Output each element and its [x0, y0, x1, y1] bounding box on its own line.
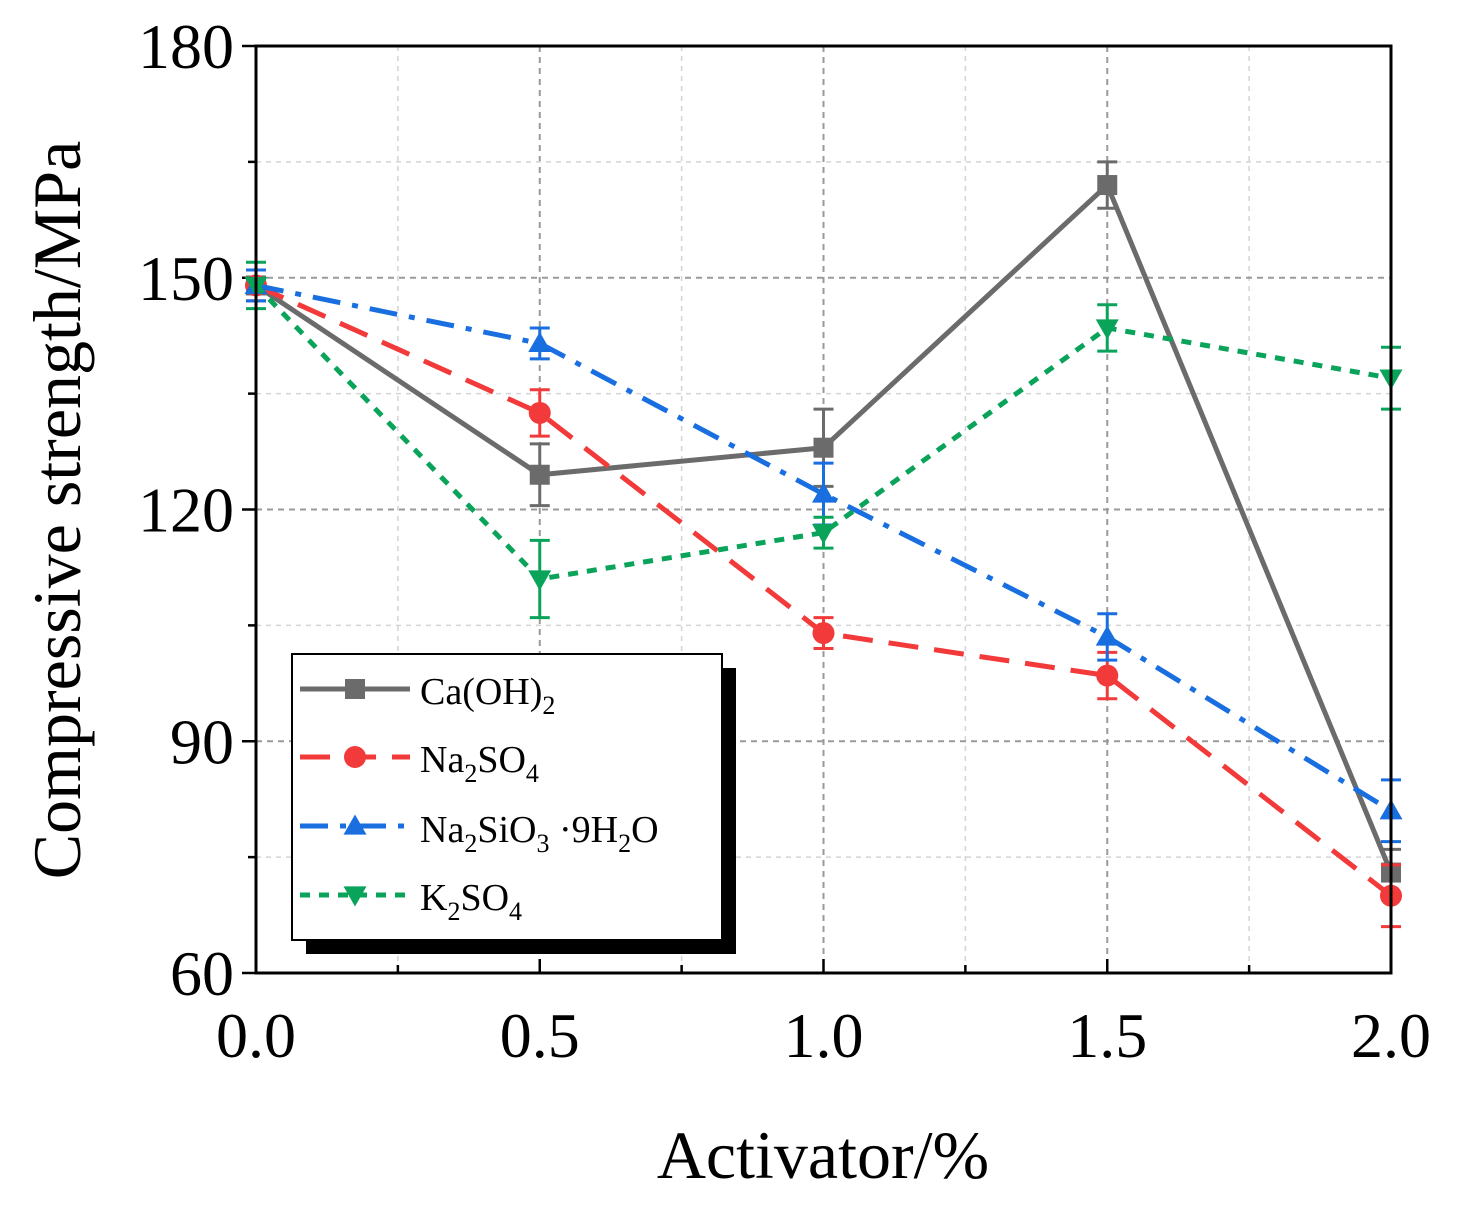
y-tick-label: 180 — [138, 11, 234, 82]
y-tick-label: 120 — [138, 475, 234, 546]
data-point — [528, 570, 552, 591]
legend-label-k2so4: K2SO4 — [420, 877, 522, 926]
legend-box — [291, 653, 723, 941]
data-point — [812, 524, 835, 545]
y-tick-label: 90 — [170, 706, 234, 777]
legend-label-caoh2: Ca(OH)2 — [420, 671, 555, 720]
legend-label-na2sio3: Na2SiO3 ·9H2O — [420, 809, 659, 858]
data-point — [1097, 175, 1118, 196]
x-axis-label: Activator/% — [657, 1117, 989, 1193]
series-line — [254, 283, 1392, 582]
data-point — [812, 482, 835, 503]
series-line — [255, 283, 1393, 813]
x-tick-label: 1.5 — [1067, 1000, 1147, 1071]
legend-samples — [300, 679, 410, 907]
legend-marker — [343, 886, 367, 907]
x-tick-label: 2.0 — [1351, 1000, 1431, 1071]
plot-frame — [254, 44, 1393, 975]
legend-marker — [344, 746, 366, 768]
axes: 0.0 0.5 1.0 1.5 2.0 60 90 120 150 180 — [138, 11, 1431, 1071]
legend-marker — [343, 814, 367, 835]
x-tick-label: 0.5 — [500, 1000, 580, 1071]
legend-marker — [345, 679, 365, 699]
y-tick-label: 150 — [138, 243, 234, 314]
y-axis-label: Compressive strength/MPa — [19, 141, 95, 880]
x-tick-label: 0.0 — [216, 1000, 296, 1071]
x-tick-label: 1.0 — [784, 1000, 864, 1071]
y-tick-label: 60 — [170, 938, 234, 1009]
data-point — [528, 401, 551, 424]
data-point — [812, 622, 835, 645]
data-point — [528, 331, 552, 353]
data-point — [813, 437, 834, 458]
legend: Ca(OH)2 Na2SO4 Na2SiO3 ·9H2O K2SO4 — [291, 653, 736, 954]
data-point — [1095, 319, 1119, 340]
data-point — [529, 464, 550, 485]
data-point — [1095, 625, 1119, 646]
legend-label-na2so4: Na2SO4 — [420, 739, 539, 788]
data-point — [1096, 664, 1119, 687]
